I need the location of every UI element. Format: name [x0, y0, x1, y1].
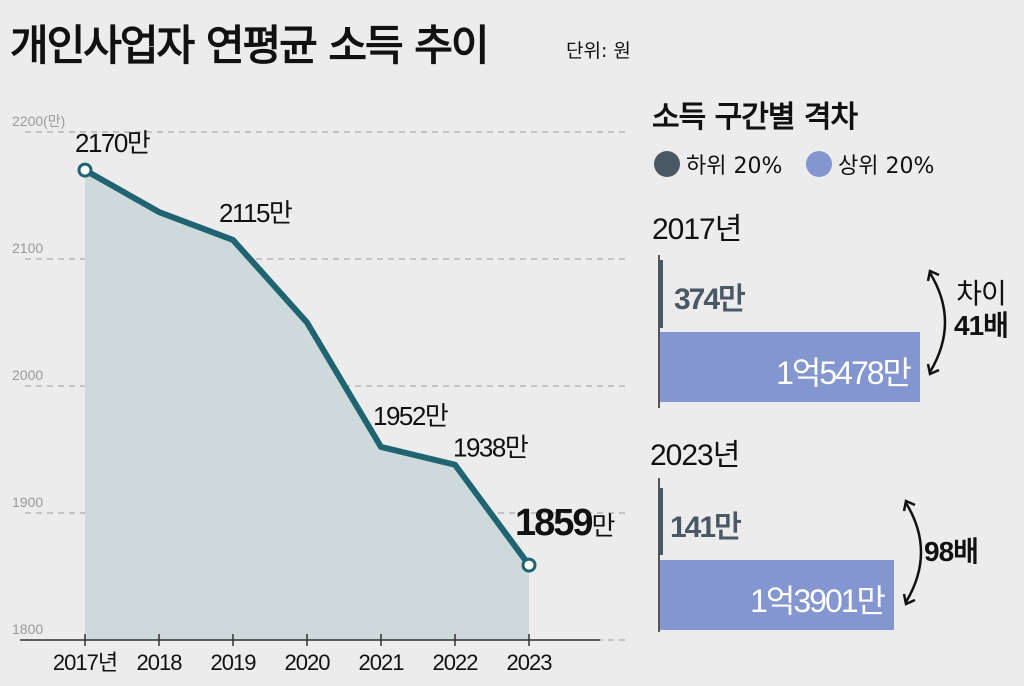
double-arrow-icon: [902, 499, 923, 606]
legend-label-low: 하위 20%: [686, 154, 783, 179]
data-point: [157, 210, 161, 215]
x-tick-label: 2018: [137, 650, 183, 675]
gap-value-2023: 98배: [924, 536, 979, 567]
chart-title: 개인사업자 연평균 소득 추이: [10, 21, 490, 70]
y-tick-label: 1800: [12, 621, 43, 637]
data-label: 2170만: [75, 128, 150, 158]
bar-high-2017: [660, 332, 920, 402]
data-label: 1938만: [453, 433, 528, 463]
data-point: [521, 557, 537, 573]
data-point: [453, 462, 457, 467]
x-tick-label: 2021: [359, 650, 405, 675]
y-tick-label: 2200(만): [12, 113, 65, 129]
data-point: [77, 162, 93, 178]
data-point: [379, 444, 383, 449]
data-label: 1859만: [515, 502, 615, 544]
legend-item-high: 상위 20%: [806, 148, 934, 180]
bar-label-low-2017: 374만: [674, 283, 746, 316]
data-label: 2115만: [219, 198, 292, 228]
data-point: [305, 320, 309, 325]
bar-axis: [658, 255, 660, 408]
gap-label-2017: 차이 41배: [954, 278, 1009, 342]
y-tick-label: 1900: [12, 494, 43, 510]
legend-label-high: 상위 20%: [838, 154, 935, 179]
legend-item-low: 하위 20%: [654, 148, 782, 180]
x-tick-label: 2022: [433, 650, 479, 675]
unit-label: 단위: 원: [566, 40, 631, 62]
legend-dot-high: [806, 151, 832, 177]
bar-label-low-2023: 141만: [670, 511, 742, 544]
bar-axis: [658, 478, 660, 632]
bar-high-2023: [660, 560, 894, 630]
data-point: [231, 237, 235, 242]
area-fill: [85, 170, 529, 640]
bar-chart-title: 소득 구간별 격차: [652, 100, 858, 135]
bar-low-2017: [660, 260, 663, 328]
bar-label-high-2023: 1억3901만: [750, 583, 886, 619]
line-chart: 1800 1900 2000 2100 2200(만) 2017년 2018 2019 2020…: [12, 113, 625, 675]
x-tick-label: 2017년: [53, 650, 117, 675]
x-tick-label: 2023: [507, 650, 553, 675]
gap-caption: 차이: [956, 278, 1007, 309]
bar-low-2023: [660, 488, 663, 555]
double-arrow-icon: [926, 269, 947, 376]
group-year-2023: 2023년: [650, 439, 740, 472]
x-tick-label: 2019: [211, 650, 257, 675]
gap-value-2017: 41배: [954, 310, 1009, 341]
y-tick-label: 2000: [12, 367, 43, 383]
x-tick-label: 2020: [285, 650, 331, 675]
legend-dot-low: [654, 151, 680, 177]
data-label-suffix: 만: [592, 511, 615, 541]
data-label: 1952만: [373, 401, 448, 431]
bar-label-high-2017: 1억5478만: [776, 355, 912, 391]
y-tick-label: 2100: [12, 240, 43, 256]
group-year-2017: 2017년: [652, 213, 742, 246]
